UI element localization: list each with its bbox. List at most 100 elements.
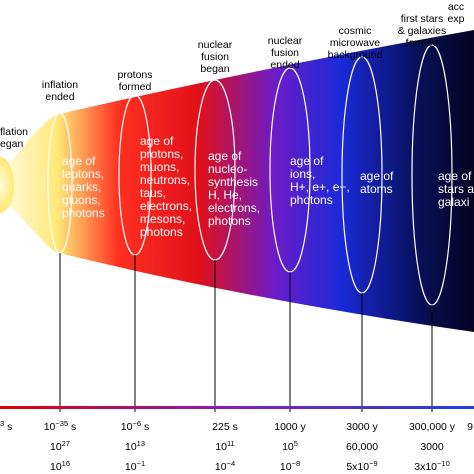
age-label: photons — [208, 214, 251, 228]
value-cell: 10−35 s — [44, 419, 77, 433]
value-base: 3x10 — [414, 461, 437, 473]
epoch-label: background — [328, 49, 383, 61]
age-label: quarks, — [62, 180, 101, 194]
value-cell: 10−8 — [280, 459, 300, 473]
value-cell: 10−4 — [215, 459, 235, 473]
value-exponent: 3 — [0, 419, 4, 428]
value-exponent: −35 — [55, 419, 68, 428]
epoch-label: first stars — [401, 13, 444, 25]
age-label: gluons, — [62, 193, 101, 207]
age-label: atoms — [360, 182, 393, 196]
value-base: 10 — [215, 441, 227, 453]
age-label: nucleo- — [208, 162, 247, 176]
age-label: electrons, — [140, 199, 192, 213]
age-label: age of — [438, 169, 472, 183]
value-cell: 3 s — [0, 419, 12, 433]
age-label: electrons, — [208, 201, 260, 215]
value-base: 5x10 — [346, 461, 369, 473]
age-label: neutrons, — [140, 173, 190, 187]
epoch-label: egan — [0, 138, 24, 150]
value-cell: 3000 — [420, 441, 444, 453]
value-base: 10 — [282, 441, 294, 453]
value-unit: s — [68, 421, 76, 433]
value-base: 10 — [125, 461, 137, 473]
epoch-label: inflation — [42, 79, 78, 91]
epoch-label: & galaxies — [398, 25, 446, 37]
value-base: 10 — [215, 461, 227, 473]
value-cell: 1013 — [125, 439, 145, 453]
value-base: 10 — [280, 461, 292, 473]
epoch-label: ended — [45, 91, 74, 103]
value-exponent: 27 — [62, 439, 70, 448]
value-cell: 3000 y — [346, 421, 378, 433]
age-label: H, He, — [208, 188, 242, 202]
epoch-label: fusion — [201, 51, 229, 63]
value-exponent: −8 — [292, 459, 301, 468]
value-exponent: −10 — [437, 459, 450, 468]
value-cell: 10−6 s — [121, 419, 149, 433]
epoch-label: microwave — [330, 37, 380, 49]
value-exponent: −9 — [369, 459, 378, 468]
value-base: 10 — [125, 441, 137, 453]
value-exponent: −4 — [227, 459, 236, 468]
origin-glow — [0, 157, 14, 213]
age-label: age of — [62, 154, 96, 168]
epoch-label: ended — [270, 59, 299, 71]
value-cell: 105 — [282, 439, 298, 453]
epoch-label: nuclear — [198, 39, 233, 51]
age-label: photons — [62, 206, 105, 220]
value-cell: 225 s — [212, 421, 238, 433]
epoch-label: acc — [448, 1, 464, 13]
age-label: leptons, — [62, 167, 104, 181]
value-cell: 1011 — [215, 439, 234, 453]
age-label: protons, — [140, 147, 183, 161]
age-label: photons — [140, 225, 183, 239]
value-exponent: −6 — [132, 419, 141, 428]
age-label: mesons, — [140, 212, 185, 226]
value-base: 10 — [50, 441, 62, 453]
age-label: H+, e+, e−, — [290, 180, 350, 194]
epoch-label: exp — [448, 13, 465, 25]
value-exponent: 13 — [137, 439, 145, 448]
value-cell: 300,000 y — [409, 421, 456, 433]
age-label: ions, — [290, 167, 315, 181]
age-label: age of — [360, 169, 394, 183]
epoch-label: fusion — [271, 47, 299, 59]
value-base: 10 — [44, 421, 56, 433]
age-label: synthesis — [208, 175, 258, 189]
value-cell: 5x10−9 — [346, 459, 377, 473]
age-label: muons, — [140, 160, 179, 174]
cone — [0, 30, 474, 332]
age-label: stars a — [438, 182, 474, 196]
value-cell: 9 — [467, 421, 473, 433]
age-label: age of — [140, 134, 174, 148]
value-base: 10 — [50, 461, 62, 473]
epoch-label: nuclear — [268, 35, 303, 47]
value-cell: 1027 — [50, 439, 70, 453]
value-exponent: 5 — [294, 439, 298, 448]
age-label: taus, — [140, 186, 166, 200]
epoch-label: began — [200, 63, 229, 75]
epoch-label: formed — [406, 37, 439, 49]
time-axis — [0, 406, 474, 409]
value-cell: 1016 — [50, 459, 70, 473]
value-exponent: −1 — [137, 459, 146, 468]
value-unit: s — [4, 421, 12, 433]
epoch-label: formed — [119, 81, 152, 93]
age-label: age of — [208, 149, 242, 163]
epoch-label: cosmic — [339, 25, 372, 37]
age-label: photons — [290, 193, 333, 207]
value-cell: 3x10−10 — [414, 459, 450, 473]
value-cell: 10−1 — [125, 459, 145, 473]
value-exponent: 11 — [227, 439, 235, 448]
epoch-label: flation — [0, 126, 28, 138]
age-label: galaxi — [438, 195, 469, 209]
age-label: age of — [290, 154, 324, 168]
value-exponent: 16 — [62, 459, 70, 468]
value-unit: s — [141, 421, 149, 433]
value-cell: 1000 y — [274, 421, 306, 433]
value-cell: 60,000 — [346, 441, 378, 453]
epoch-label: protons — [117, 69, 152, 81]
epoch-lines — [59, 253, 433, 412]
